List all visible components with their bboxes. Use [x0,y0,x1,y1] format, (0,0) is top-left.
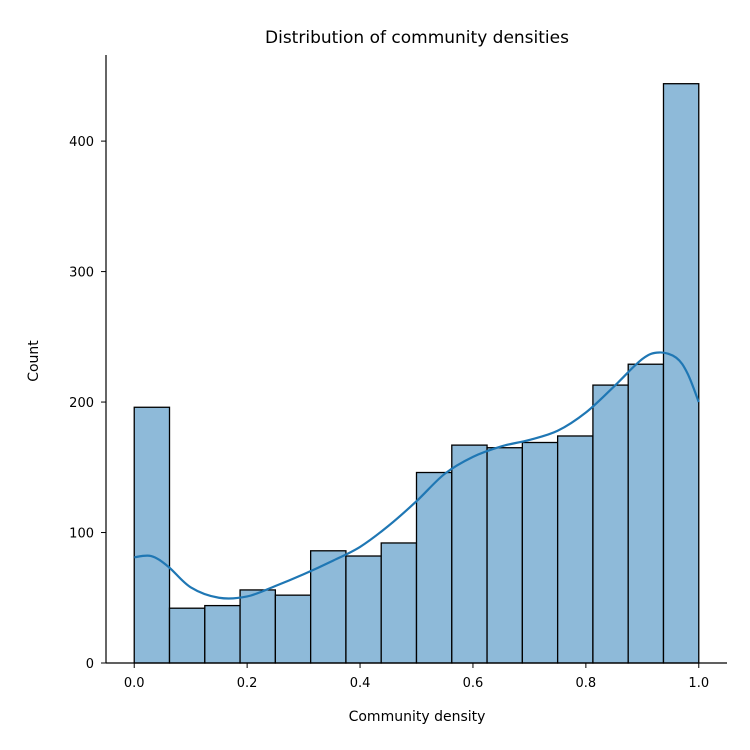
y-axis-title: Count [26,340,42,382]
x-tick-label-5: 1.0 [688,676,709,691]
histogram-bar-7 [380,542,418,664]
y-tick-label-4: 400 [69,135,94,150]
histogram-bar-13 [592,384,629,664]
chart-title: Distribution of community densities [265,28,569,48]
histogram-bars [133,83,700,664]
x-axis-title: Community density [349,709,486,725]
histogram-bar-1 [168,607,206,664]
y-tick-label-1: 100 [69,527,94,542]
y-axis-ticks: 0 100 200 300 400 [69,135,106,672]
histogram-bar-8 [415,471,453,664]
histogram-bar-3 [239,589,277,664]
x-tick-label-3: 0.6 [463,676,484,691]
histogram-bar-15 [662,83,700,664]
x-axis-ticks: 0.0 0.2 0.4 0.6 0.8 1.0 [124,663,709,691]
x-tick-label-0: 0.0 [124,676,145,691]
histogram-bar-11 [521,441,559,664]
histogram-bar-4 [274,594,312,664]
histogram-bar-9 [451,444,488,664]
kde-curve [134,351,700,600]
x-tick-label-4: 0.8 [576,676,597,691]
histogram-bar-10 [486,447,524,664]
x-tick-label-1: 0.2 [237,676,258,691]
histogram-bar-2 [204,604,241,664]
histogram-bar-14 [627,363,665,664]
histogram-bar-12 [556,435,594,664]
histogram-bar-0 [133,406,171,664]
histogram-bar-6 [345,555,382,664]
y-tick-label-0: 0 [86,657,94,672]
y-tick-label-3: 300 [69,266,94,281]
x-tick-label-2: 0.4 [350,676,371,691]
y-tick-label-2: 200 [69,396,94,411]
